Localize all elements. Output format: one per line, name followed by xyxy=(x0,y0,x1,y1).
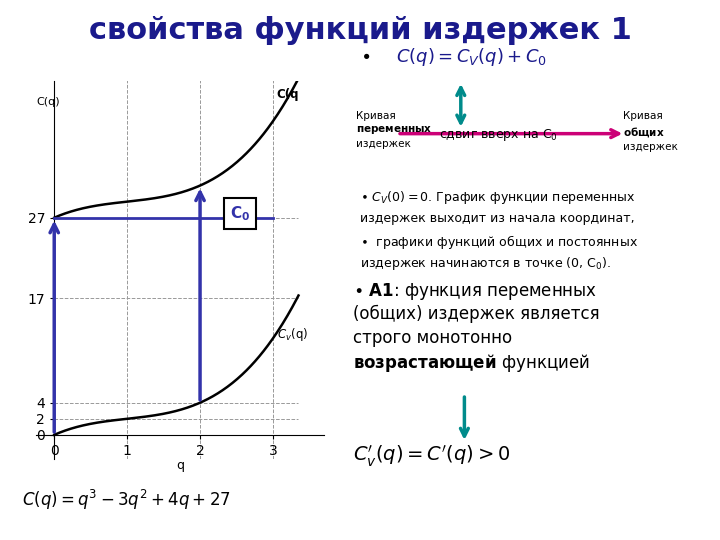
Text: сдвиг вверх на C$_0$: сдвиг вверх на C$_0$ xyxy=(439,127,558,143)
Text: $\mathbf{возрастающей}$ функцией: $\mathbf{возрастающей}$ функцией xyxy=(353,352,590,374)
Text: $\bullet$ $\mathit{C_V(0)=0}$. График функции переменных: $\bullet$ $\mathit{C_V(0)=0}$. График фу… xyxy=(360,189,636,206)
Text: свойства функций издержек 1: свойства функций издержек 1 xyxy=(89,16,631,45)
Text: $C_v'(q) = C'(q) > 0$: $C_v'(q) = C'(q) > 0$ xyxy=(353,443,510,469)
Text: издержек начинаются в точке (0, C$_0$).: издержек начинаются в точке (0, C$_0$). xyxy=(360,255,611,272)
Text: $\bullet$  графики функций общих и постоянных: $\bullet$ графики функций общих и постоя… xyxy=(360,233,638,251)
Text: $\mathit{C_v}$(q): $\mathit{C_v}$(q) xyxy=(276,326,307,343)
Text: $C(q) = q^3 - 3q^2 + 4q + 27$: $C(q) = q^3 - 3q^2 + 4q + 27$ xyxy=(22,488,230,511)
Text: издержек выходит из начала координат,: издержек выходит из начала координат, xyxy=(360,212,634,225)
Text: $\bullet$: $\bullet$ xyxy=(360,46,370,64)
Text: (общих) издержек является: (общих) издержек является xyxy=(353,305,600,323)
Text: строго монотонно: строго монотонно xyxy=(353,329,512,347)
X-axis label: q: q xyxy=(176,460,184,472)
Text: C(q: C(q xyxy=(276,89,299,102)
Text: Кривая
$\mathbf{общих}$
издержек: Кривая $\mathbf{общих}$ издержек xyxy=(623,111,678,152)
Text: $\mathbf{C_0}$: $\mathbf{C_0}$ xyxy=(230,204,251,223)
Text: $\mathbf{\mathit{C(q) = C_V(q) + C_0}}$: $\mathbf{\mathit{C(q) = C_V(q) + C_0}}$ xyxy=(396,46,547,68)
Text: C(q): C(q) xyxy=(36,97,60,107)
Text: Кривая
$\mathbf{переменных}$
издержек: Кривая $\mathbf{переменных}$ издержек xyxy=(356,111,433,149)
Text: $\bullet$ $\mathbf{А1}$: функция переменных: $\bullet$ $\mathbf{А1}$: функция перемен… xyxy=(353,281,597,302)
